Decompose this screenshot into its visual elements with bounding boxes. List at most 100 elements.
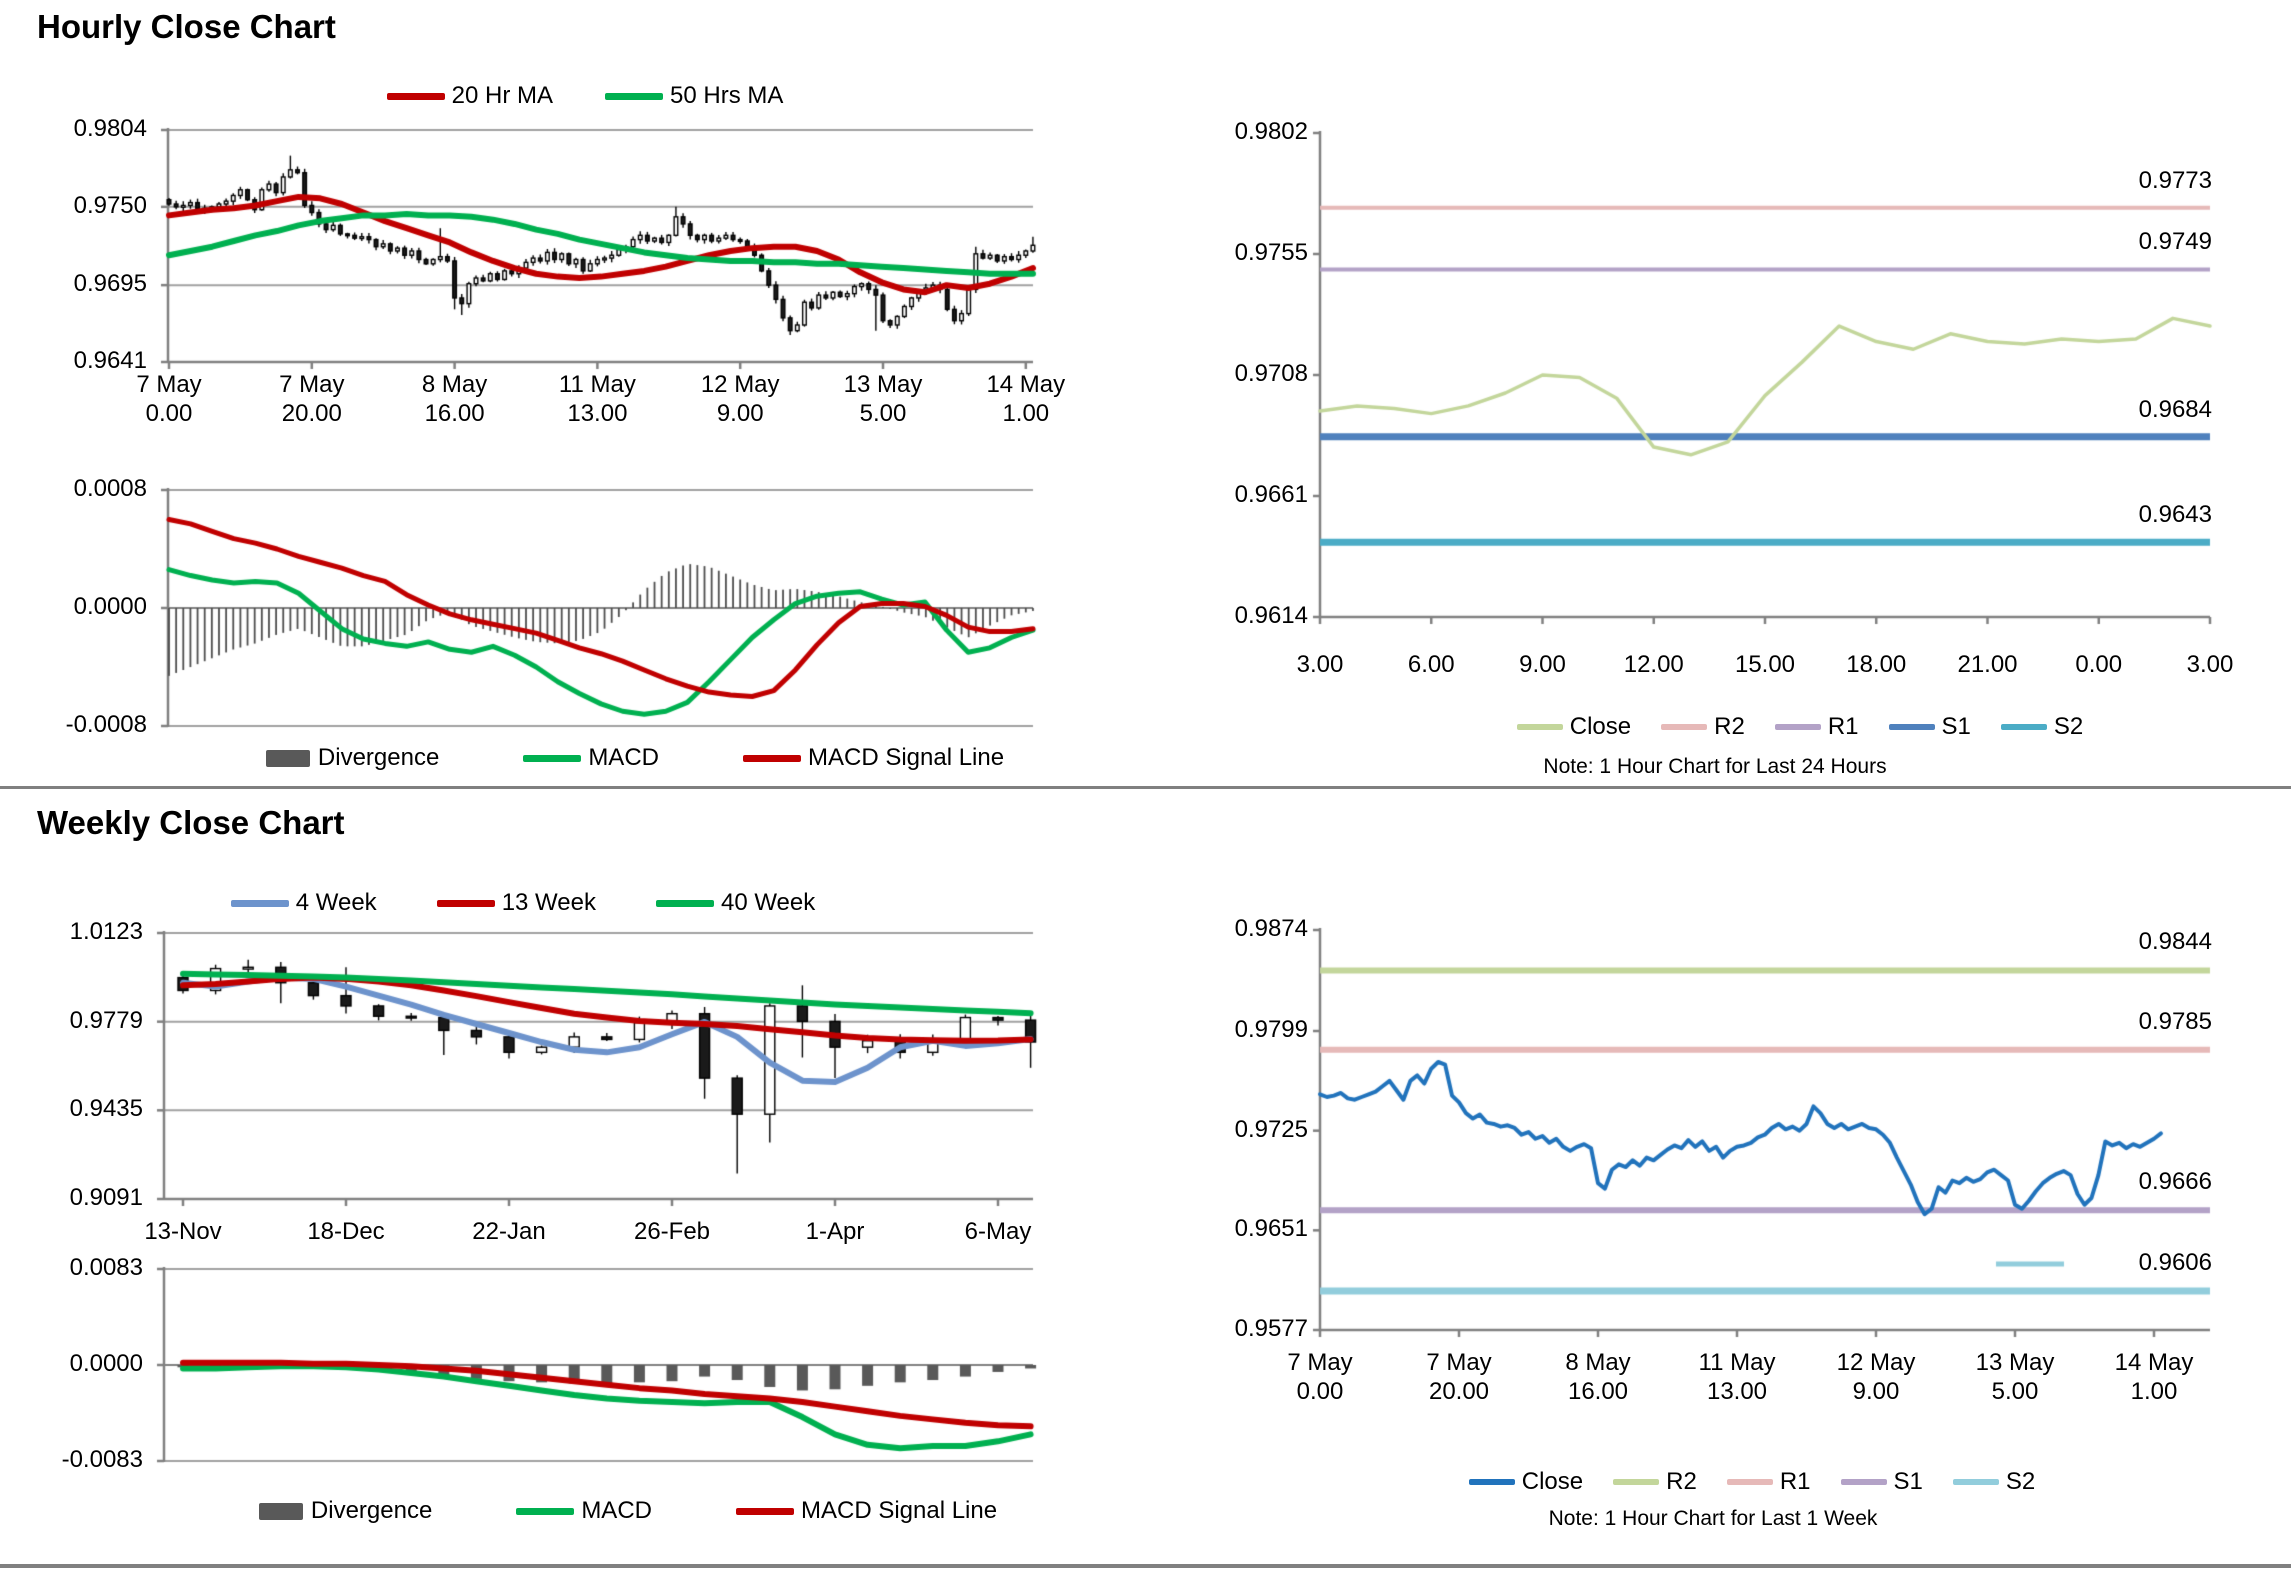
legend-label: MACD (588, 744, 659, 771)
weekly-price-y-tick: 0.9091 (69, 1184, 143, 1211)
legend-label: R2 (1666, 1468, 1697, 1495)
legend-item-40week: 40 Week (655, 889, 816, 917)
weekly-macd-legend: Divergence MACD MACD Signal Line (173, 1497, 1083, 1525)
hourly-pivot-note: Note: 1 Hour Chart for Last 24 Hours (1543, 755, 1887, 778)
weekly-pivot-x-tick: 14 May 1.00 (2114, 1349, 2194, 1405)
green-line-swatch-icon (605, 92, 663, 100)
legend-item-s2: S2 (2000, 713, 2084, 741)
hourly-pivot-y-tick: 0.9802 (1234, 118, 1308, 145)
green-line-swatch-icon (516, 1507, 575, 1515)
hourly-price-x-tick: 11 May 13.00 (558, 371, 636, 427)
hourly-price-x-tick: 12 May 9.00 (700, 371, 780, 427)
hourly-price-x-tick: 13 May 5.00 (843, 371, 923, 427)
weekly-macd-y-tick: 0.0083 (69, 1254, 143, 1281)
weekly-pivot-x-tick: 11 May 13.00 (1698, 1349, 1776, 1405)
legend-item-r1: R1 (1774, 713, 1859, 741)
legend-label: MACD Signal Line (800, 1497, 998, 1524)
weekly-pivot-x-tick: 13 May 5.00 (1975, 1349, 2055, 1405)
hourly-pivot-x-tick: 3.00 (2186, 651, 2234, 678)
weekly-price-x-tick: 26-Feb (633, 1218, 711, 1245)
red-line-swatch-icon (386, 92, 445, 100)
legend-item-r2: R2 (1613, 1468, 1697, 1496)
legend-label: S1 (1941, 713, 1971, 740)
hourly-pivot-y-tick: 0.9614 (1234, 602, 1308, 629)
weekly-section-title: Weekly Close Chart (37, 804, 345, 841)
weekly-pivot-y-tick: 0.9874 (1234, 915, 1308, 942)
hourly-pivot-x-tick: 0.00 (2075, 651, 2123, 678)
hourly-price-x-tick: 7 May 0.00 (136, 371, 202, 427)
weekly-price-legend: 4 Week 13 Week 40 Week (98, 889, 948, 917)
legend-label: S2 (2053, 713, 2084, 740)
hourly-macd-y-tick: -0.0008 (65, 711, 147, 738)
weekly-pivot-legend: Close R2 R1 S1 S2 (1342, 1468, 2162, 1496)
legend-label: 4 Week (295, 889, 377, 916)
legend-item-4week: 4 Week (230, 889, 377, 917)
pink-line-swatch-icon (1661, 724, 1708, 730)
weekly-price-y-tick: 0.9779 (69, 1006, 143, 1034)
hourly-macd-y-tick: 0.0008 (73, 475, 147, 502)
legend-item-13week: 13 Week (436, 889, 596, 917)
hourly-pivot-x-tick: 12.00 (1623, 651, 1684, 678)
weekly-pivot-chart-canvas (1312, 922, 2224, 1342)
legend-label: R1 (1827, 713, 1859, 740)
legend-item-close: Close (1516, 713, 1631, 741)
weekly-price-x-tick: 22-Jan (472, 1218, 546, 1245)
legend-item-macd-signal: MACD Signal Line (742, 744, 1005, 772)
pivot-level-label-r2: 0.9773 (2138, 166, 2212, 194)
weekly-price-x-tick: 1-Apr (805, 1218, 865, 1245)
legend-label: R2 (1714, 713, 1745, 740)
hourly-macd-legend: Divergence MACD MACD Signal Line (180, 744, 1090, 772)
weekly-macd-chart-canvas (155, 1261, 1045, 1473)
pivot-level-label-r1: 0.9785 (2138, 1007, 2212, 1035)
weekly-price-x-tick: 6-May (964, 1218, 1032, 1245)
bottom-divider (0, 1564, 2291, 1568)
pink-line-swatch-icon (1726, 1479, 1773, 1485)
olive-line-swatch-icon (1613, 1479, 1660, 1485)
legend-item-20hr-ma: 20 Hr MA (386, 82, 553, 110)
hourly-pivot-chart-canvas (1312, 127, 2224, 667)
hourly-macd-chart-canvas (159, 482, 1049, 742)
lightblue-line-swatch-icon (1952, 1479, 1999, 1485)
pivot-level-label-s2: 0.9606 (2138, 1248, 2212, 1276)
legend-label: R1 (1779, 1468, 1811, 1495)
weekly-pivot-y-tick: 0.9651 (1234, 1215, 1308, 1243)
pivot-level-label-s1: 0.9666 (2138, 1168, 2212, 1196)
legend-label: 50 Hrs MA (670, 82, 784, 109)
weekly-pivot-x-tick: 8 May 16.00 (1565, 1349, 1631, 1405)
weekly-price-x-tick: 13-Nov (144, 1218, 222, 1245)
hourly-price-x-tick: 7 May 20.00 (279, 371, 345, 427)
red-line-swatch-icon (742, 754, 801, 762)
hourly-pivot-x-tick: 18.00 (1846, 651, 1907, 678)
legend-label: 40 Week (720, 889, 816, 916)
hourly-pivot-x-tick: 9.00 (1519, 651, 1566, 678)
purple-line-swatch-icon (1840, 1479, 1887, 1485)
weekly-pivot-y-tick: 0.9725 (1234, 1115, 1308, 1143)
legend-item-macd: MACD (516, 1497, 652, 1525)
hourly-macd-y-tick: 0.0000 (73, 593, 147, 620)
purple-line-swatch-icon (1774, 724, 1821, 730)
weekly-macd-y-tick: -0.0083 (61, 1446, 143, 1473)
legend-label: MACD Signal Line (807, 744, 1005, 771)
hourly-pivot-y-tick: 0.9661 (1234, 481, 1308, 508)
green-line-swatch-icon (655, 899, 714, 907)
hourly-price-y-tick: 0.9750 (73, 191, 147, 219)
legend-label: S2 (2005, 1468, 2036, 1495)
olive-line-swatch-icon (1516, 724, 1563, 730)
legend-label: Close (1521, 1468, 1584, 1495)
blue-line-swatch-icon (1468, 1479, 1515, 1485)
legend-item-s1: S1 (1888, 713, 1971, 741)
weekly-pivot-y-tick: 0.9577 (1234, 1315, 1308, 1342)
hourly-price-y-tick: 0.9695 (73, 270, 147, 298)
hourly-price-chart-canvas (159, 124, 1049, 386)
legend-item-50hrs-ma: 50 Hrs MA (605, 82, 783, 110)
hourly-pivot-x-tick: 6.00 (1407, 651, 1455, 678)
weekly-pivot-note: Note: 1 Hour Chart for Last 1 Week (1548, 1507, 1878, 1530)
pivot-level-label-r2: 0.9844 (2138, 928, 2212, 956)
hourly-pivot-legend: Close R2 R1 S1 S2 (1390, 713, 2210, 741)
blue-line-swatch-icon (230, 899, 289, 907)
gray-box-swatch-icon (265, 749, 310, 767)
legend-item-s2: S2 (1952, 1468, 2036, 1496)
legend-label: Divergence (310, 1497, 433, 1524)
legend-label: 20 Hr MA (451, 82, 553, 109)
